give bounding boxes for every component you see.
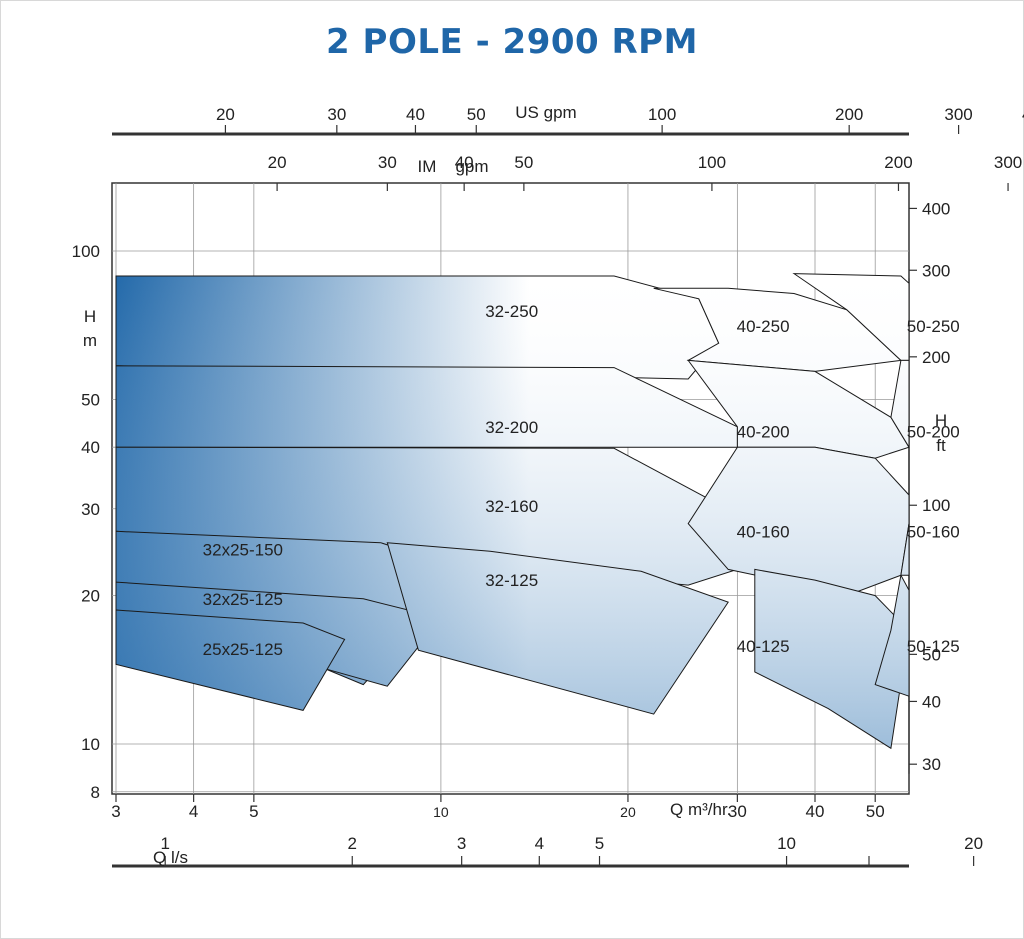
m-tick-label: 10 bbox=[81, 735, 100, 754]
ls-tick-label: 3 bbox=[457, 834, 466, 853]
m-tick-label: 100 bbox=[72, 242, 100, 261]
ft-tick-label: 400 bbox=[922, 199, 950, 218]
us-gpm-tick-label: 20 bbox=[216, 105, 235, 124]
curve-32-160 bbox=[115, 446, 756, 586]
series-label: 25x25-125 bbox=[203, 640, 283, 659]
series-label: 50-200 bbox=[907, 423, 960, 442]
im-gpm-tick-label: 200 bbox=[884, 153, 912, 172]
curve-40-125 bbox=[754, 568, 910, 750]
curve-32-250 bbox=[115, 275, 720, 380]
series-label: 32-125 bbox=[485, 571, 538, 590]
ls-tick-label: 4 bbox=[535, 834, 544, 853]
curve-outline bbox=[115, 275, 720, 380]
ft-tick-label: 50 bbox=[922, 645, 941, 664]
curve-32-200 bbox=[115, 365, 738, 448]
ls-tick-label: 2 bbox=[348, 834, 357, 853]
series-label: 50-125 bbox=[907, 637, 960, 656]
curve-outline bbox=[653, 287, 903, 372]
m3h-tick-label: 10 bbox=[433, 804, 449, 820]
left-axis-unit-label: m bbox=[83, 331, 97, 350]
us-gpm-tick-label: 200 bbox=[835, 105, 863, 124]
curve-outline bbox=[115, 609, 346, 711]
im-gpm-tick-label: 100 bbox=[698, 153, 726, 172]
m-tick-label: 20 bbox=[81, 587, 100, 606]
im-gpm-axis-label: gpm bbox=[455, 157, 488, 176]
series-label: 40-160 bbox=[737, 522, 790, 541]
curve-40-250 bbox=[653, 287, 903, 372]
us-gpm-tick-label: 300 bbox=[944, 105, 972, 124]
us-gpm-tick-label: 400 bbox=[1022, 105, 1024, 124]
right-axis-h-label: H bbox=[935, 411, 947, 430]
m3h-tick-label: 5 bbox=[249, 802, 258, 821]
series-label: 32-160 bbox=[485, 497, 538, 516]
series-label: 40-200 bbox=[737, 423, 790, 442]
im-gpm-tick-label: 20 bbox=[268, 153, 287, 172]
ls-tick-label: 10 bbox=[777, 834, 796, 853]
us-gpm-tick-label: 30 bbox=[327, 105, 346, 124]
m-tick-label: 40 bbox=[81, 438, 100, 457]
ls-axis-label: Q l/s bbox=[153, 848, 188, 867]
m3h-tick-label: 20 bbox=[620, 804, 636, 820]
series-label: 40-250 bbox=[737, 317, 790, 336]
m3h-tick-label: 50 bbox=[866, 802, 885, 821]
us-gpm-tick-label: 50 bbox=[467, 105, 486, 124]
m3h-tick-label: 40 bbox=[806, 802, 825, 821]
im-gpm-tick-label: 50 bbox=[514, 153, 533, 172]
series-label: 32x25-125 bbox=[203, 590, 283, 609]
m3h-axis-label: Q m³/hr. bbox=[670, 800, 731, 819]
m3h-tick-label: 30 bbox=[728, 802, 747, 821]
curve-25x25-125 bbox=[115, 609, 346, 711]
right-axis-unit-label: ft bbox=[936, 436, 946, 455]
im-gpm-tick-label: 300 bbox=[994, 153, 1022, 172]
ft-tick-label: 30 bbox=[922, 755, 941, 774]
us-gpm-axis-label: US gpm bbox=[515, 103, 576, 122]
ft-tick-label: 200 bbox=[922, 348, 950, 367]
m-tick-label: 8 bbox=[91, 783, 100, 802]
chart-title: 2 POLE - 2900 RPM bbox=[326, 22, 698, 62]
m-tick-label: 30 bbox=[81, 500, 100, 519]
ft-tick-label: 300 bbox=[922, 261, 950, 280]
us-gpm-tick-label: 40 bbox=[406, 105, 425, 124]
ft-tick-label: 40 bbox=[922, 692, 941, 711]
m3h-tick-label: 3 bbox=[111, 802, 120, 821]
series-label: 32-200 bbox=[485, 418, 538, 437]
series-label: 32x25-150 bbox=[203, 541, 283, 560]
left-axis-h-label: H bbox=[84, 307, 96, 326]
im-axis-label: IM bbox=[418, 157, 437, 176]
series-label: 50-160 bbox=[907, 522, 960, 541]
ls-tick-label: 5 bbox=[595, 834, 604, 853]
curve-32-125 bbox=[386, 542, 729, 715]
ls-tick-label: 1 bbox=[160, 834, 169, 853]
m-tick-label: 50 bbox=[81, 390, 100, 409]
curve-outline bbox=[386, 542, 729, 715]
series-label: 50-250 bbox=[907, 317, 960, 336]
us-gpm-tick-label: 100 bbox=[648, 105, 676, 124]
ft-tick-label: 100 bbox=[922, 496, 950, 515]
series-label: 32-250 bbox=[485, 302, 538, 321]
ls-tick-label: 20 bbox=[964, 834, 983, 853]
im-gpm-tick-label: 30 bbox=[378, 153, 397, 172]
curve-40-160 bbox=[687, 446, 910, 597]
series-label: 40-125 bbox=[737, 637, 790, 656]
m3h-tick-label: 4 bbox=[189, 802, 198, 821]
im-gpm-tick-label: 40 bbox=[455, 153, 474, 172]
